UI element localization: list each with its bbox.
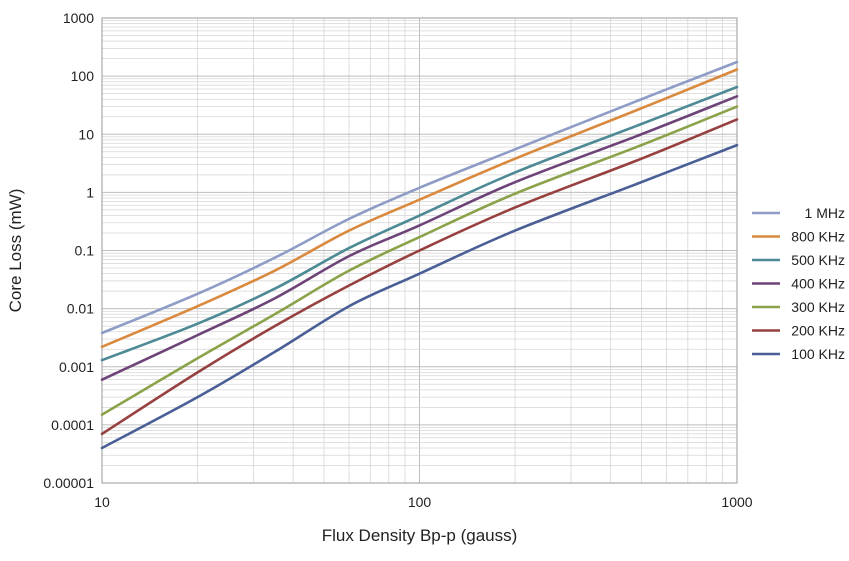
legend-label: 100 KHz (791, 346, 845, 362)
series-line-4 (100, 105, 739, 416)
series-line-6 (100, 143, 739, 450)
x-tick-label: 100 (408, 494, 432, 510)
legend-label: 400 KHz (791, 276, 845, 292)
axes: Flux Density Bp-p (gauss) Core Loss (mW)… (6, 10, 753, 545)
y-tick-label: 0.001 (59, 359, 94, 375)
x-tick-label: 10 (94, 494, 110, 510)
legend-item: 200 KHz (752, 323, 845, 339)
legend-item: 400 KHz (752, 276, 845, 292)
legend-item: 300 KHz (752, 299, 845, 315)
legend-label: 1 MHz (805, 205, 845, 221)
legend-label: 500 KHz (791, 252, 845, 268)
y-axis-title: Core Loss (mW) (6, 189, 25, 313)
series-line-2 (100, 85, 739, 362)
series-line-5 (100, 118, 739, 436)
x-tick-label: 1000 (721, 494, 752, 510)
y-tick-label: 1 (86, 184, 94, 200)
legend-item: 100 KHz (752, 346, 845, 362)
y-tick-label: 0.00001 (43, 475, 94, 491)
series-line-1 (100, 68, 739, 349)
series-line-0 (100, 60, 739, 335)
legend-label: 800 KHz (791, 229, 845, 245)
series-line-3 (100, 94, 739, 381)
y-tick-label: 10 (78, 126, 94, 142)
legend-item: 1 MHz (752, 205, 845, 221)
y-tick-label: 100 (71, 68, 95, 84)
legend: 1 MHz 800 KHz 500 KHz 400 KHz 300 KHz 200 KHz… (752, 205, 845, 362)
series-lines (100, 60, 739, 450)
legend-item: 800 KHz (752, 229, 845, 245)
plot-frame (101, 17, 738, 484)
y-tick-label: 0.0001 (51, 417, 94, 433)
legend-label: 300 KHz (791, 299, 845, 315)
legend-label: 200 KHz (791, 323, 845, 339)
y-tick-label: 0.01 (67, 301, 94, 317)
x-axis-title: Flux Density Bp-p (gauss) (322, 526, 518, 545)
y-tick-label: 0.1 (75, 243, 95, 259)
grid (101, 17, 738, 484)
y-tick-label: 1000 (63, 10, 94, 26)
legend-item: 500 KHz (752, 252, 845, 268)
